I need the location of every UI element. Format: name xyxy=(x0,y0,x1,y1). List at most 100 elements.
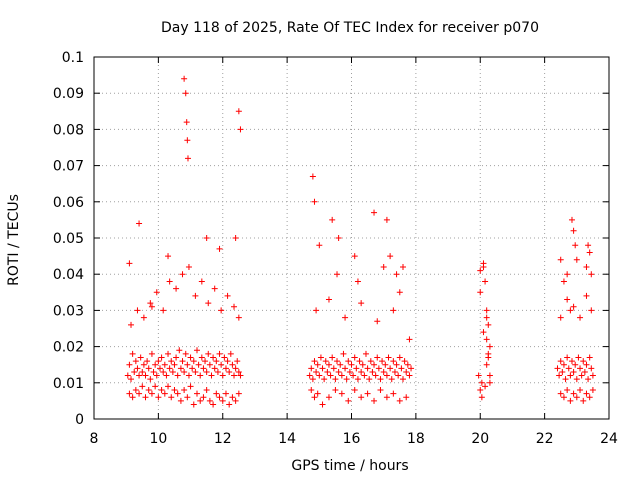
data-point xyxy=(393,271,400,278)
data-point xyxy=(583,361,590,368)
data-point xyxy=(573,376,580,383)
data-point xyxy=(361,372,368,379)
data-point xyxy=(400,376,406,383)
data-point xyxy=(343,376,350,383)
data-point xyxy=(585,376,592,383)
data-point xyxy=(148,350,155,357)
data-point xyxy=(478,394,485,401)
data-point xyxy=(385,354,392,361)
data-point xyxy=(350,372,357,379)
data-point xyxy=(173,285,180,292)
data-point xyxy=(564,296,571,303)
data-point xyxy=(380,263,387,270)
data-point xyxy=(329,354,336,361)
data-point xyxy=(358,394,365,401)
x-axis-label: GPS time / hours xyxy=(291,458,408,474)
data-point xyxy=(190,401,197,408)
data-point xyxy=(147,300,154,307)
data-point xyxy=(235,108,242,115)
data-point xyxy=(575,354,582,361)
data-point xyxy=(129,350,136,357)
data-point xyxy=(559,368,566,375)
data-point xyxy=(136,372,143,379)
data-point xyxy=(583,390,590,397)
data-point xyxy=(570,368,577,375)
data-point xyxy=(391,368,398,375)
data-point xyxy=(142,372,149,379)
data-point xyxy=(197,397,204,404)
data-point xyxy=(482,278,489,285)
data-point xyxy=(568,216,575,223)
data-point xyxy=(400,263,406,270)
data-point xyxy=(181,75,188,82)
data-point xyxy=(202,358,209,365)
data-point xyxy=(581,368,588,375)
data-point xyxy=(390,358,397,365)
data-point xyxy=(570,227,577,234)
data-point xyxy=(396,289,403,296)
data-point xyxy=(348,361,355,368)
data-point xyxy=(401,358,408,365)
data-point xyxy=(184,155,191,162)
data-point xyxy=(200,365,207,372)
x-tick-label: 10 xyxy=(149,431,167,447)
data-point xyxy=(197,372,204,379)
data-point xyxy=(126,390,133,397)
data-point xyxy=(137,354,144,361)
data-point xyxy=(132,387,139,394)
data-point xyxy=(229,394,236,401)
data-point xyxy=(195,361,202,368)
data-point xyxy=(327,372,334,379)
data-point xyxy=(171,387,178,394)
y-tick-label: 0.06 xyxy=(53,195,84,211)
data-point xyxy=(342,365,349,372)
data-point xyxy=(158,354,165,361)
data-point xyxy=(337,361,344,368)
data-point xyxy=(358,300,365,307)
data-point xyxy=(568,358,575,365)
data-point xyxy=(208,372,215,379)
data-point xyxy=(308,365,315,372)
data-point xyxy=(403,394,410,401)
data-point xyxy=(232,235,239,241)
data-point xyxy=(189,365,196,372)
data-point xyxy=(226,368,233,375)
data-point xyxy=(128,376,135,383)
data-point xyxy=(319,401,326,408)
data-point xyxy=(387,365,394,372)
data-point xyxy=(316,242,323,249)
data-point xyxy=(366,376,373,383)
data-point xyxy=(351,354,358,361)
data-point xyxy=(483,307,490,314)
data-point xyxy=(152,361,159,368)
data-point xyxy=(222,365,229,372)
data-point xyxy=(335,368,342,375)
data-point xyxy=(570,390,577,397)
data-point xyxy=(309,173,316,180)
data-point xyxy=(485,354,492,361)
data-point xyxy=(480,329,487,336)
data-point xyxy=(346,368,353,375)
data-point xyxy=(351,387,358,394)
data-point xyxy=(556,372,563,379)
x-tick-label: 24 xyxy=(600,431,618,447)
data-point xyxy=(406,336,413,343)
data-points xyxy=(124,75,596,408)
data-point xyxy=(218,361,225,368)
data-point xyxy=(567,397,574,404)
data-point xyxy=(395,372,402,379)
y-tick-label: 0.07 xyxy=(53,159,84,175)
data-point xyxy=(171,361,178,368)
y-tick-label: 0.02 xyxy=(53,340,84,356)
data-point xyxy=(477,387,484,394)
data-point xyxy=(155,394,162,401)
data-point xyxy=(150,368,157,375)
data-point xyxy=(232,397,239,404)
data-point xyxy=(216,350,223,357)
data-point xyxy=(585,242,592,249)
data-point xyxy=(129,394,136,401)
data-point xyxy=(334,271,341,278)
data-point xyxy=(128,321,135,328)
data-point xyxy=(396,354,403,361)
